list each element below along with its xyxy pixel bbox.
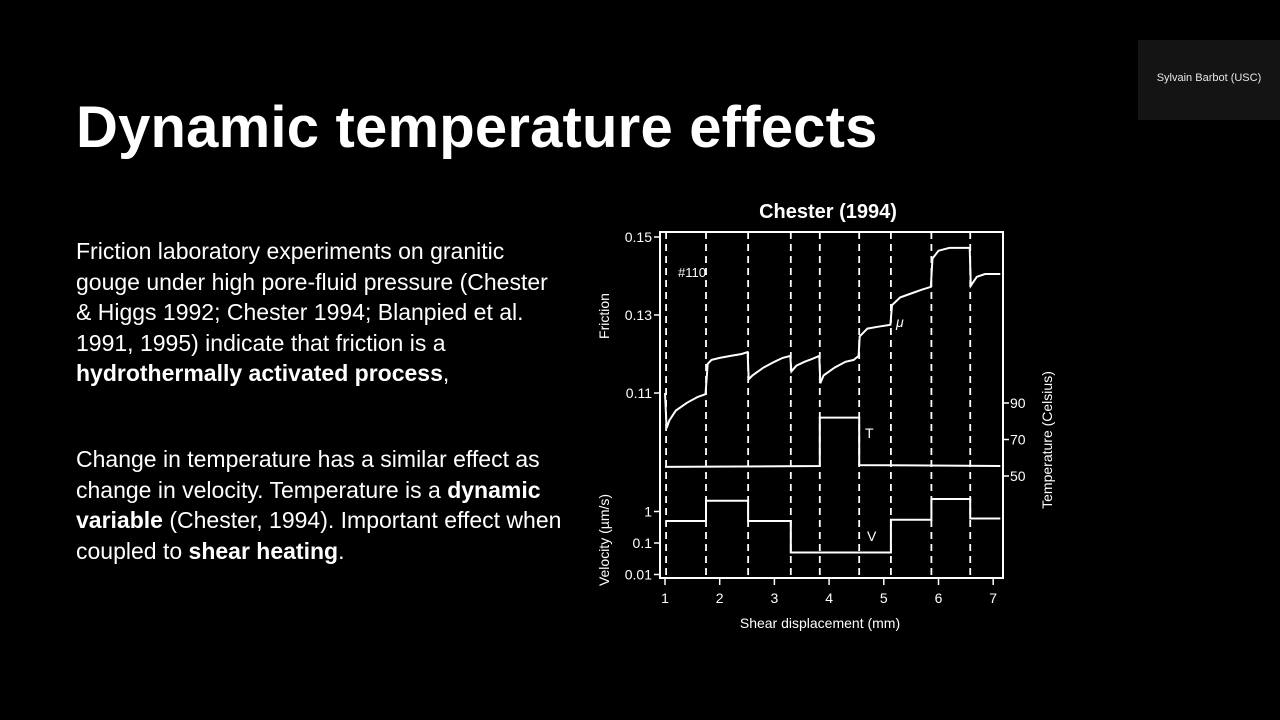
paragraph-2-run-3: shear heating [188,537,339,564]
temperature-series-line [664,416,1001,468]
x-tick-label-5: 5 [880,590,888,606]
x-tick-label-4: 4 [825,590,833,606]
velocity-series-line [666,498,1001,554]
speaker-video-tile[interactable]: Sylvain Barbot (USC) [1138,40,1280,120]
friction-series-label: μ [895,314,904,330]
friction-series-line [664,246,1001,429]
friction-tick-label-0.15: 0.15 [625,229,652,245]
chart-title: Chester (1994) [759,201,897,223]
friction-axis-label: Friction [596,293,612,339]
experiment-annotation: #110 [678,265,706,280]
x-axis-label: Shear displacement (mm) [740,615,900,631]
x-tick-label-1: 1 [661,590,669,606]
velocity-tick-label-0.1: 0.1 [633,535,653,551]
body-paragraph-1: Friction laboratory experiments on grani… [76,236,566,389]
chart-labels: 1 2 3 4 5 6 7 Chester (1994) Shear displacement … [596,201,1055,631]
x-tick-label-7: 7 [989,590,997,606]
velocity-axis-label: Velocity (µm/s) [596,494,612,586]
x-tick-label-2: 2 [716,590,724,606]
paragraph-2-run-4: . [338,537,345,564]
temperature-series-label: T [865,425,874,441]
temperature-tick-label-90: 90 [1010,395,1026,411]
paragraph-2-run-2: (Chester, 1994). Important effect when c… [76,507,562,564]
body-paragraph-2: Change in temperature has a similar effe… [76,444,566,566]
chart-axes [654,231,1009,585]
chester-1994-figure: 1 2 3 4 5 6 7 Chester (1994) Shear displacement … [596,201,1055,631]
paragraph-2-run-1: dynamic variable [76,476,541,534]
friction-tick-label-0.11: 0.11 [626,385,652,401]
x-tick-label-3: 3 [771,590,779,606]
paragraph-1-run-2: , [442,360,450,387]
speaker-name: Sylvain Barbot (USC) [1156,72,1262,84]
velocity-tick-label-1: 1 [644,504,652,520]
x-tick-label-6: 6 [935,590,943,606]
slide-title: Dynamic temperature effects [76,95,878,160]
temperature-tick-label-70: 70 [1010,432,1026,448]
temperature-axis-label: Temperature (Celsius) [1039,371,1055,509]
paragraph-1-run-1: hydrothermally activated process [76,360,443,387]
friction-tick-label-0.13: 0.13 [625,307,652,323]
velocity-tick-label-0.01: 0.01 [625,567,652,583]
paragraph-2-run-0: Change in temperature has a similar effe… [76,446,540,503]
plot-frame [659,231,1004,579]
chart-series [664,246,1001,554]
temperature-tick-label-50: 50 [1010,468,1026,484]
paragraph-1-run-0: Friction laboratory experiments on grani… [76,238,548,356]
velocity-series-label: V [867,528,877,544]
